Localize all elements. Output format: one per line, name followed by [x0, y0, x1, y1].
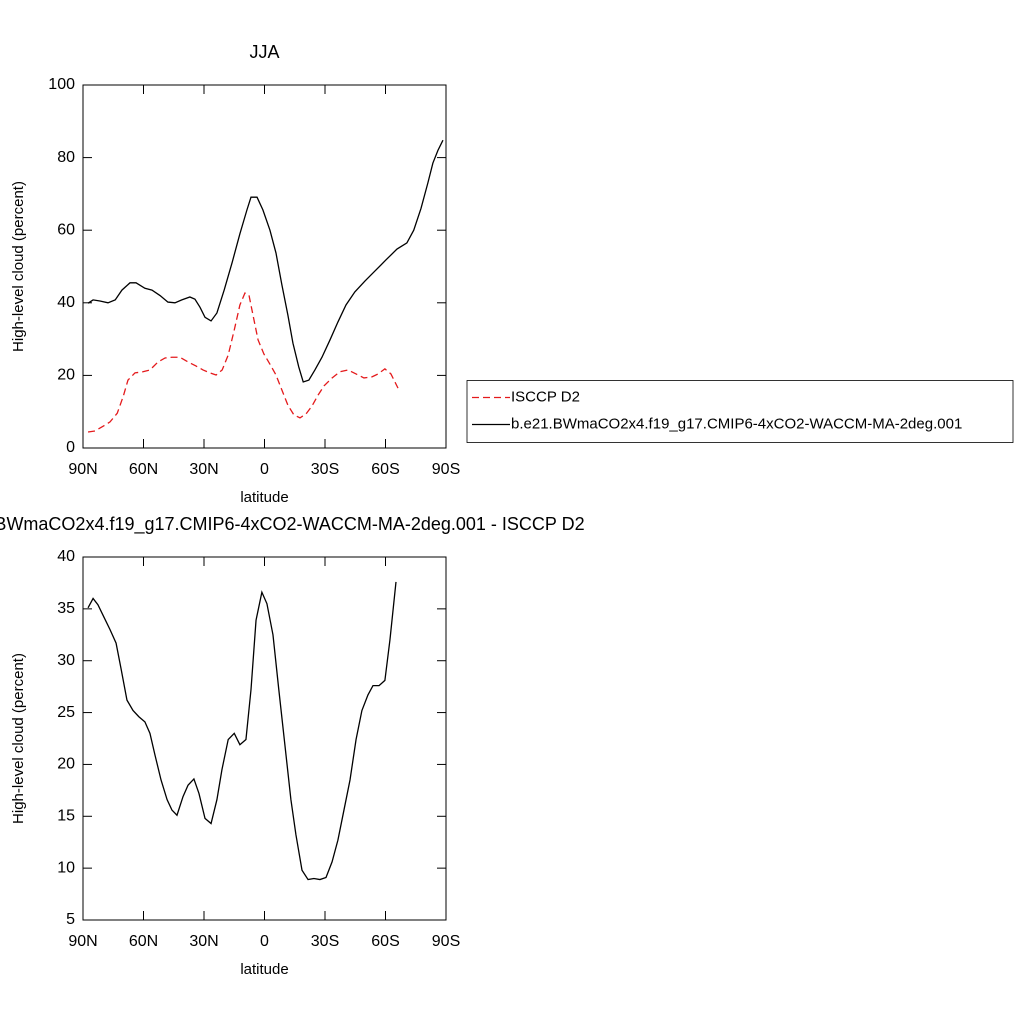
x-axis-label: latitude	[240, 961, 288, 978]
y-tick-label: 80	[57, 149, 75, 166]
y-tick-label: 60	[57, 221, 75, 238]
legend-label: ISCCP D2	[511, 388, 580, 405]
y-tick-label: 30	[57, 652, 75, 669]
line	[87, 292, 399, 433]
x-tick-label: 30S	[311, 461, 339, 478]
x-tick-label: 60S	[371, 933, 399, 950]
legend-label: b.e21.BWmaCO2x4.f19_g17.CMIP6-4xCO2-WACC…	[511, 415, 962, 432]
line	[87, 581, 397, 881]
y-tick-label: 10	[57, 859, 75, 876]
y-axis-label: High-level cloud (percent)	[10, 181, 27, 352]
y-tick-label: 5	[66, 911, 75, 928]
chart-title: JJA	[249, 42, 279, 62]
y-tick-label: 25	[57, 704, 75, 721]
y-axis-label: High-level cloud (percent)	[10, 653, 27, 824]
x-tick-label: 0	[260, 461, 269, 478]
chart-title: b.e21.BWmaCO2x4.f19_g17.CMIP6-4xCO2-WACC…	[0, 514, 585, 535]
x-tick-label: 30N	[189, 933, 218, 950]
y-tick-label: 35	[57, 600, 75, 617]
y-tick-label: 100	[48, 76, 75, 93]
y-tick-label: 15	[57, 808, 75, 825]
y-tick-label: 40	[57, 548, 75, 565]
x-tick-label: 60N	[129, 461, 158, 478]
y-tick-label: 0	[66, 439, 75, 456]
x-tick-label: 90N	[68, 461, 97, 478]
plot-frame	[82, 556, 447, 921]
x-tick-label: 90N	[68, 933, 97, 950]
y-tick-label: 20	[57, 756, 75, 773]
x-tick-label: 30N	[189, 461, 218, 478]
x-tick-label: 90S	[432, 461, 460, 478]
x-tick-label: 60N	[129, 933, 158, 950]
x-axis-label: latitude	[240, 489, 288, 506]
x-tick-label: 30S	[311, 933, 339, 950]
y-tick-label: 40	[57, 294, 75, 311]
x-tick-label: 90S	[432, 933, 460, 950]
x-tick-label: 60S	[371, 461, 399, 478]
y-tick-label: 20	[57, 367, 75, 384]
line	[87, 139, 444, 383]
legend-box	[466, 380, 1014, 443]
x-tick-label: 0	[260, 933, 269, 950]
plot-frame	[82, 84, 447, 449]
